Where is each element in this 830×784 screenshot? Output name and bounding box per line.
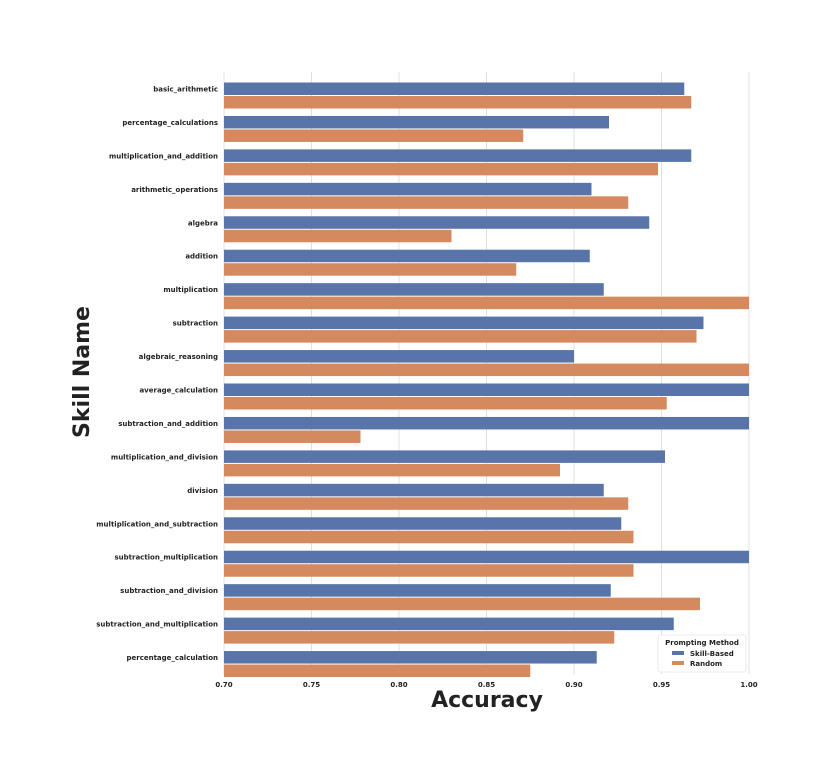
bar-random [224,430,361,443]
bar-random [224,129,524,142]
bar-random [224,497,629,510]
bar-skill-based [224,216,650,229]
y-tick-label: addition [185,253,218,261]
bar-skill-based [224,450,665,463]
y-tick-label: average_calculation [139,387,218,395]
bar-random [224,330,697,343]
y-tick-labels: basic_arithmetic percentage_calculationsm… [96,86,218,663]
y-tick-label: division [187,487,218,495]
y-tick-label: percentage_calculation [127,654,219,662]
legend-title: Prompting Method [665,639,739,647]
bar-random [224,296,749,310]
bar-skill-based [224,483,604,497]
y-axis-title: Skill Name [70,306,95,438]
bar-skill-based [224,550,749,564]
bars [224,82,749,678]
bar-skill-based [224,316,704,330]
x-tick-label: 1.00 [740,681,757,689]
y-tick-label: subtraction_multiplication [114,554,218,562]
bar-skill-based [224,283,604,296]
x-axis-title: Accuracy [431,688,543,713]
x-tick-label: 0.75 [303,681,320,689]
bar-skill-based [224,182,592,196]
y-tick-label: subtraction_and_multiplication [96,621,218,629]
bar-random [224,96,692,109]
bar-skill-based [224,416,749,430]
bar-random [224,597,700,611]
legend-swatch-random [672,661,684,665]
legend-swatch-skill-based [672,651,684,655]
bar-random [224,530,634,544]
bar-skill-based [224,350,574,363]
y-tick-label: multiplication_and_division [111,453,218,461]
bar-skill-based [224,517,622,530]
bar-random [224,631,615,644]
x-tick-labels: 0.70 0.75 0.80 0.85 0.90 0.95 1.00 [215,681,757,689]
y-tick-label: basic_arithmetic [153,86,218,94]
legend-label-skill-based: Skill-Based [690,650,734,658]
y-tick-label: arithmetic_operations [131,186,218,194]
y-tick-label: multiplication [163,286,218,294]
bar-skill-based [224,617,674,631]
x-tick-label: 0.90 [565,681,582,689]
y-tick-label: percentage_calculations [122,119,218,127]
x-tick-label: 0.95 [653,681,670,689]
bar-random [224,229,452,243]
x-tick-label: 0.85 [478,681,495,689]
bar-random [224,397,667,410]
x-tick-label: 0.80 [390,681,407,689]
bar-random [224,363,749,377]
bar-random [224,196,629,209]
legend: Prompting Method Skill-Based Random [657,634,747,673]
bar-skill-based [224,249,590,263]
bar-skill-based [224,82,685,95]
bar-skill-based [224,651,597,664]
bar-random [224,263,517,276]
y-tick-label: subtraction_and_division [120,587,218,595]
bar-random [224,664,531,678]
x-tick-label: 0.70 [215,681,232,689]
bar-random [224,564,634,577]
y-tick-label: multiplication_and_subtraction [96,520,218,528]
bar-random [224,463,560,477]
y-tick-label: multiplication_and_addition [109,152,218,160]
legend-label-random: Random [690,660,722,668]
y-tick-label: algebra [188,219,218,227]
bar-skill-based [224,584,611,597]
bar-skill-based [224,383,749,396]
bar-skill-based [224,115,609,129]
y-tick-label: subtraction [173,320,218,328]
bar-random [224,162,658,176]
y-tick-label: subtraction_and_addition [118,420,218,428]
bar-skill-based [224,149,692,162]
y-tick-label: algebraic_reasoning [139,353,218,361]
